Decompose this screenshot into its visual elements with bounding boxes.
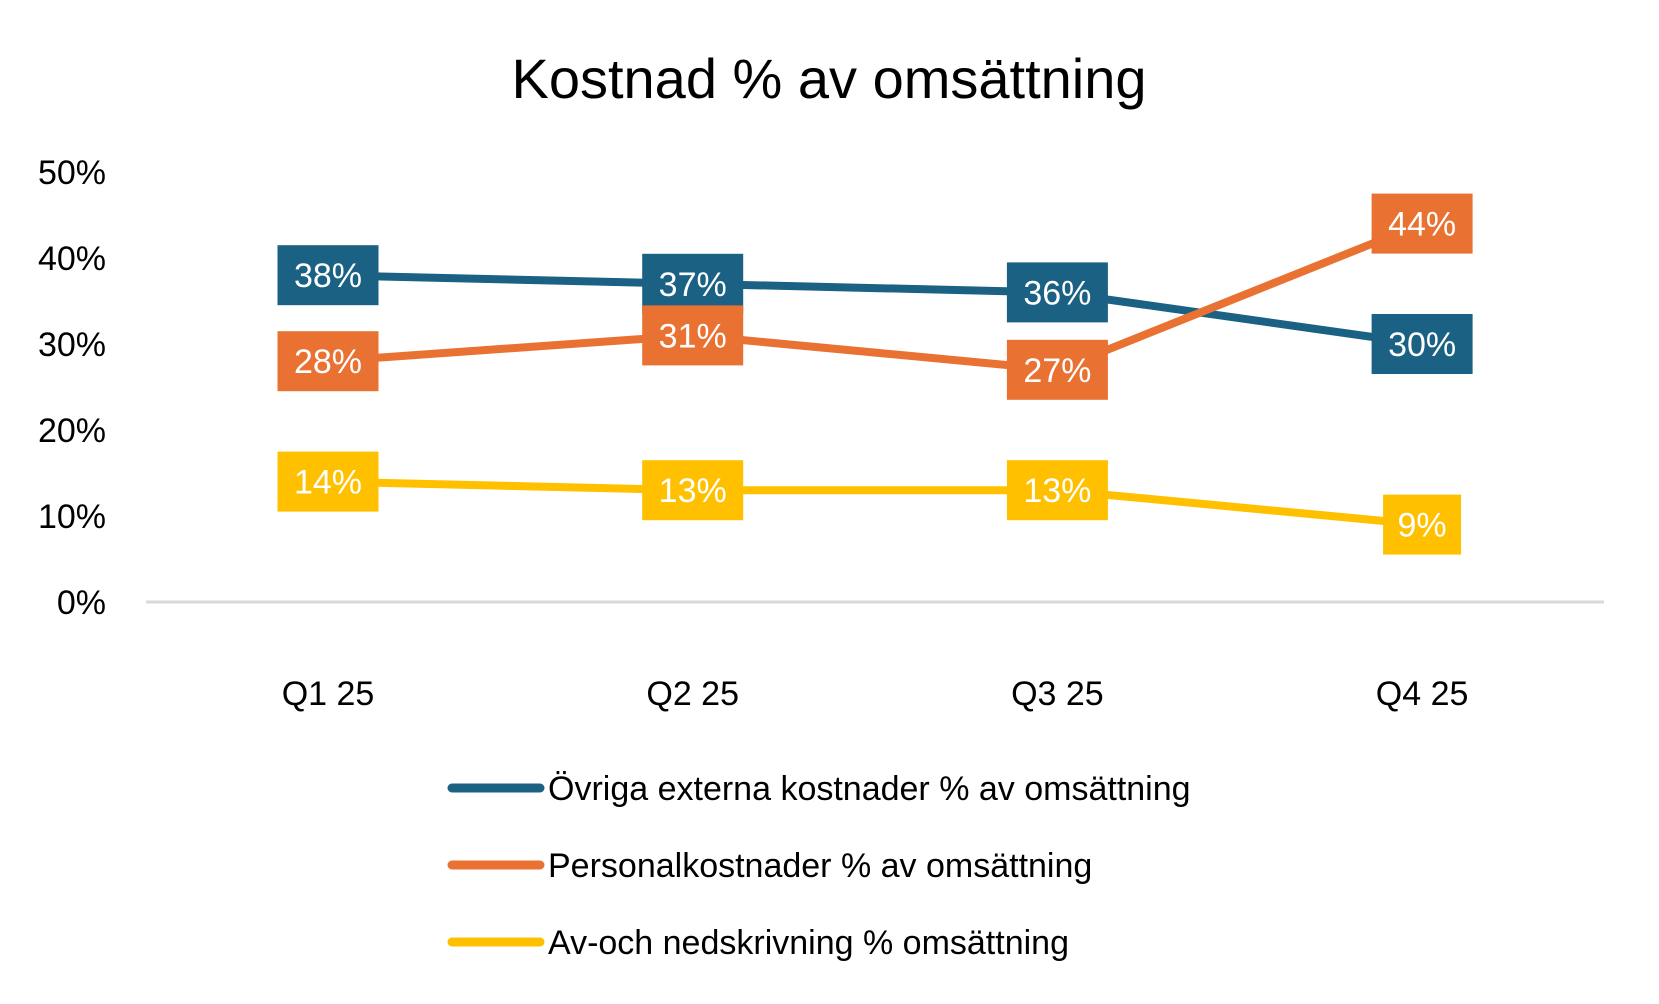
data-label: 14% [294,464,362,502]
legend-label: Personalkostnader % av omsättning [548,847,1092,885]
data-label-box [277,331,379,392]
data-label: 28% [294,343,362,381]
x-tick-label: Q2 25 [646,675,739,713]
data-label-box [1371,314,1473,374]
data-label: 31% [659,317,727,355]
series-line [327,219,1424,374]
y-tick-label: 30% [38,326,106,364]
series-line [327,271,1423,348]
series-line [327,477,1423,529]
y-tick-label: 50% [38,154,106,192]
chart-title: Kostnad % av omsättning [511,47,1146,110]
x-tick-label: Q1 25 [282,675,375,713]
data-label: 13% [659,472,727,510]
legend-label: Övriga externa kostnader % av omsättning [548,770,1191,808]
data-label: 38% [294,257,362,295]
data-label: 27% [1023,352,1091,390]
data-label-box [1383,494,1462,555]
data-label-box [642,460,744,521]
data-label: 13% [1023,472,1091,510]
legend-label: Av-och nedskrivning % omsättning [548,924,1069,962]
y-tick-label: 40% [38,240,106,278]
data-label-box [1006,262,1108,323]
data-label: 44% [1388,206,1456,244]
y-tick-label: 20% [38,412,106,450]
y-tick-label: 10% [38,498,106,536]
data-label: 9% [1398,507,1447,545]
data-label: 30% [1388,326,1456,364]
data-label-box [642,253,744,314]
data-label-box [277,245,379,306]
data-label-box [642,305,744,366]
x-tick-label: Q3 25 [1011,675,1104,713]
y-tick-label: 0% [57,584,106,622]
data-label: 37% [659,266,727,304]
data-label: 36% [1023,274,1091,312]
data-label-box [1371,193,1473,254]
data-label-box [277,451,379,512]
data-label-box [1006,339,1108,400]
x-tick-label: Q4 25 [1376,675,1469,713]
data-label-box [1006,460,1108,521]
